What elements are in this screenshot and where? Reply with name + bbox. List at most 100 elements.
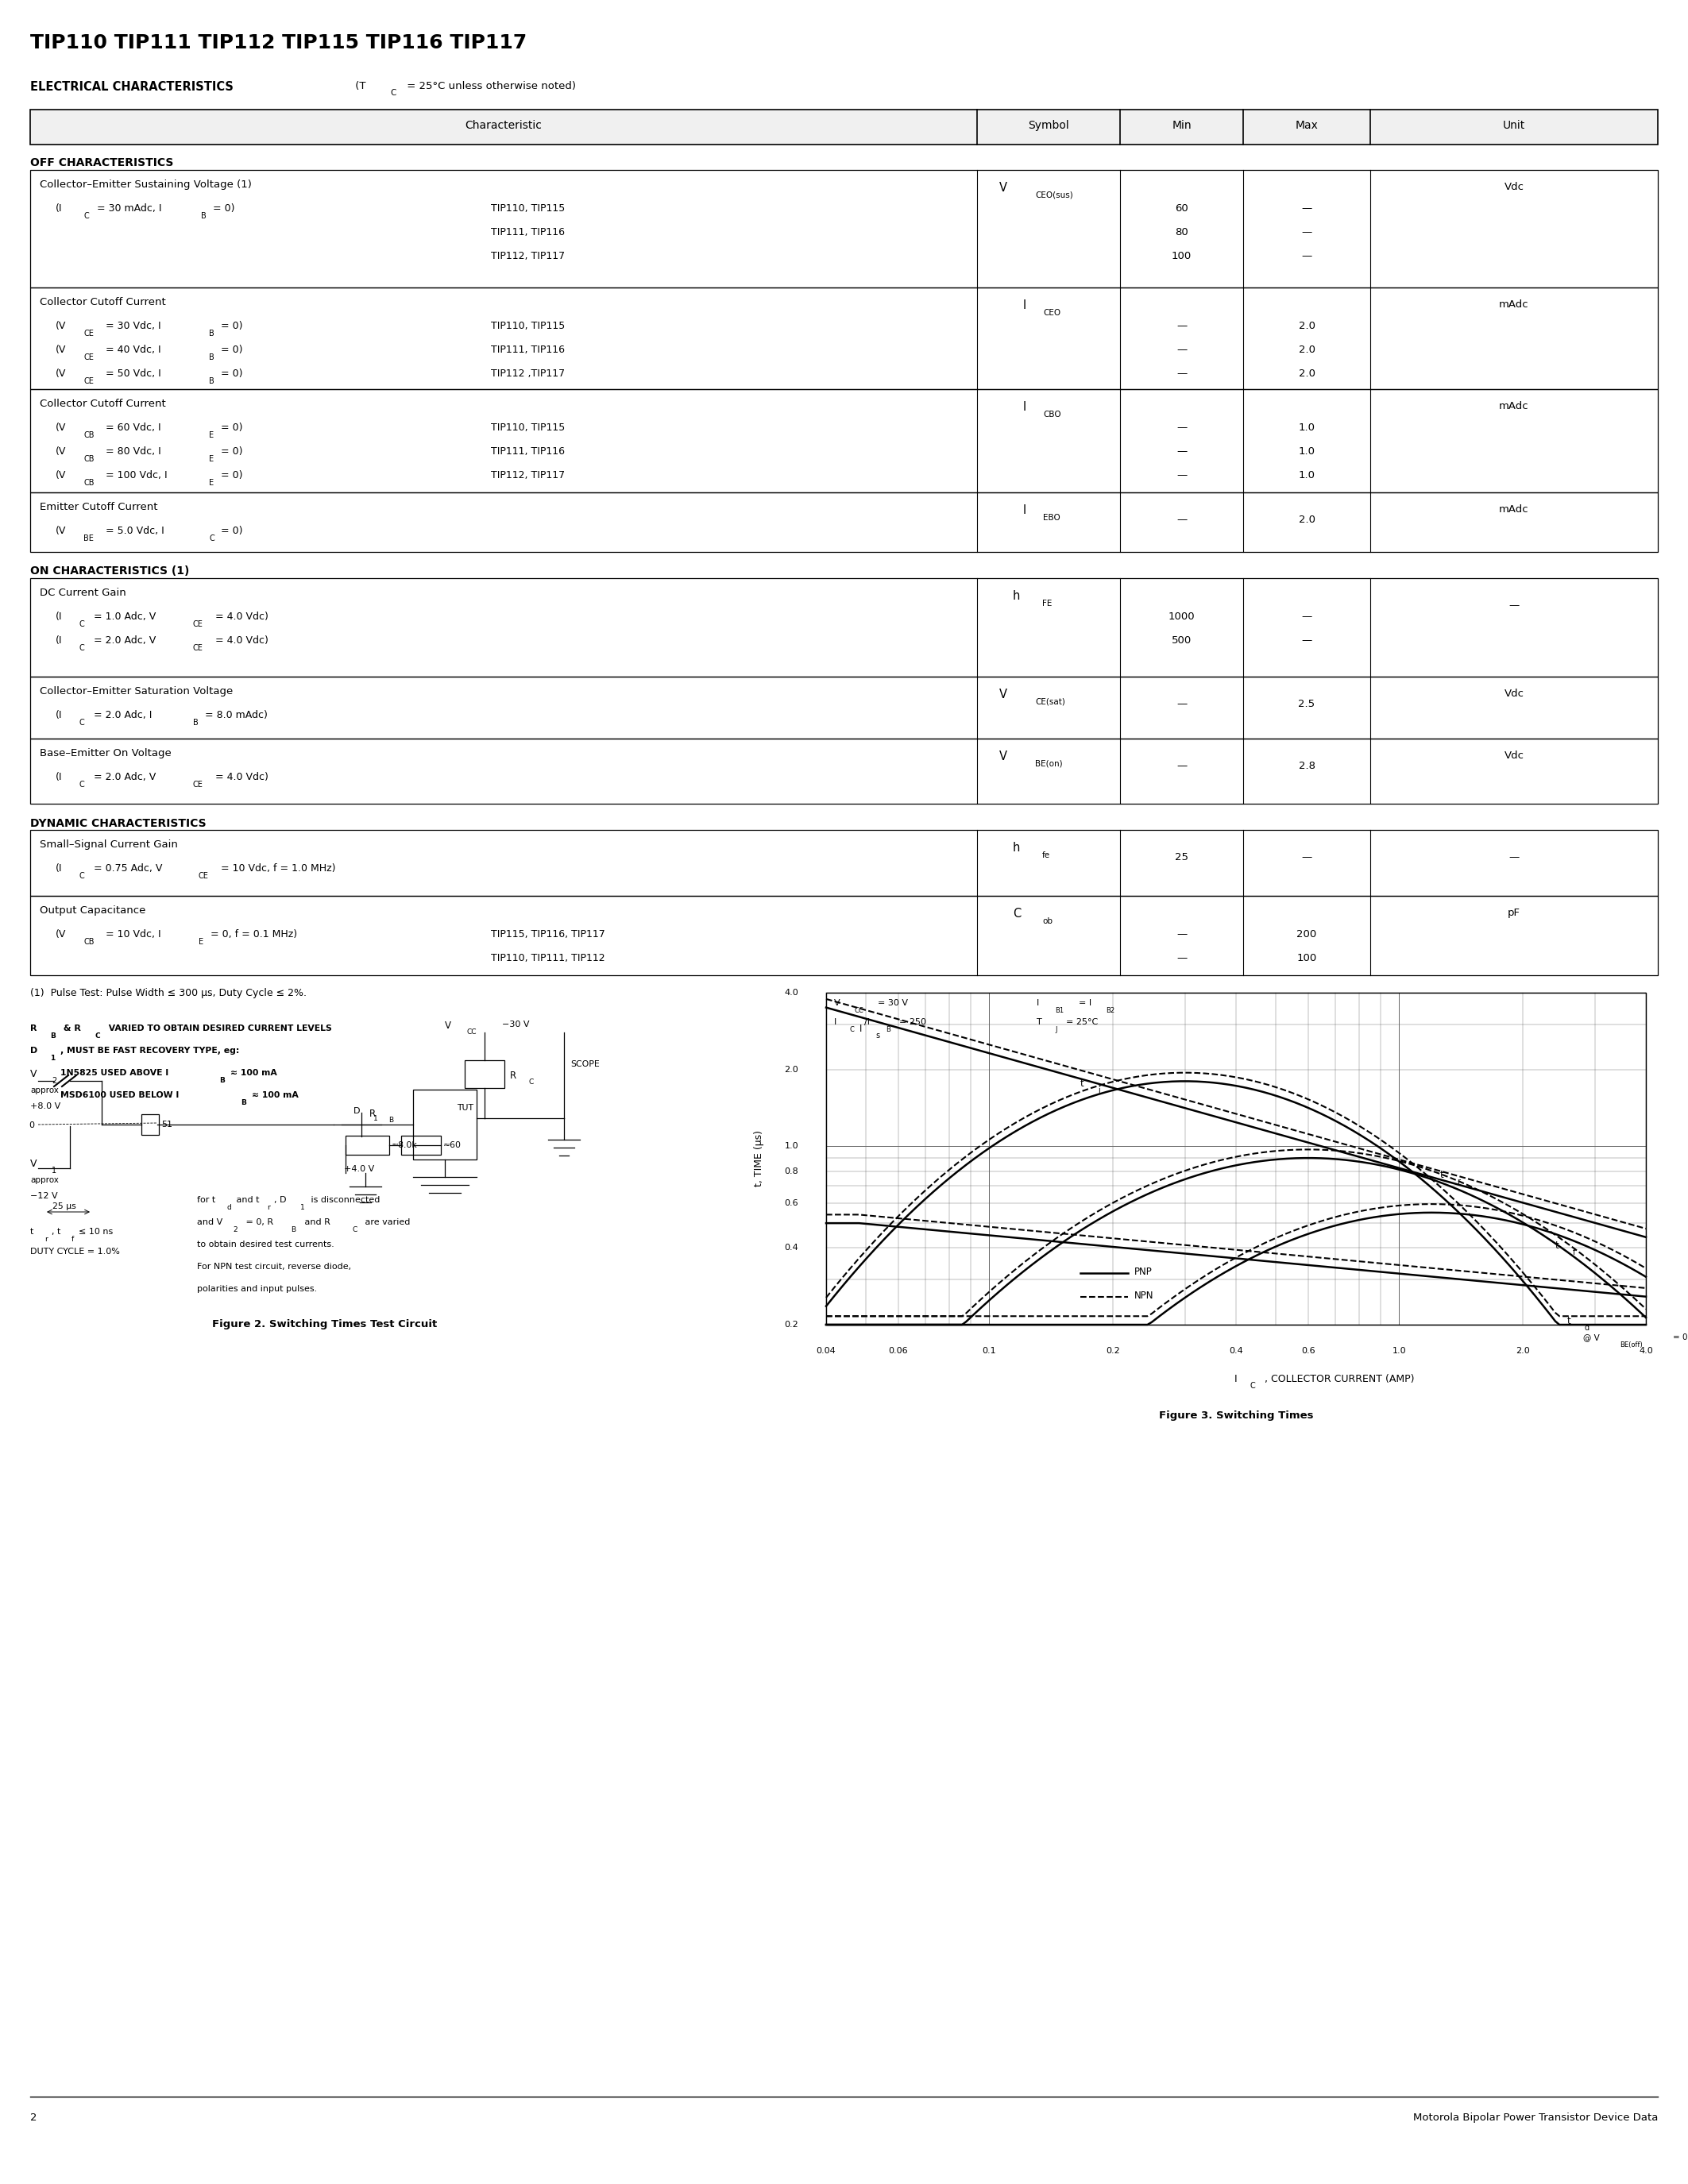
Text: —: — [1177,760,1187,771]
Text: Small–Signal Current Gain: Small–Signal Current Gain [41,839,177,850]
Text: Unit: Unit [1502,120,1526,131]
Text: Motorola Bipolar Power Transistor Device Data: Motorola Bipolar Power Transistor Device… [1413,2112,1658,2123]
Text: E: E [209,478,214,487]
Text: (V: (V [56,345,66,356]
Text: t: t [1080,1079,1084,1090]
Text: J: J [1055,1026,1057,1033]
Text: CC: CC [854,1007,863,1013]
Text: 2.0: 2.0 [1298,369,1315,378]
Text: (I: (I [56,863,62,874]
Text: 200: 200 [1296,928,1317,939]
Text: T: T [1036,1018,1041,1026]
Text: is disconnected: is disconnected [309,1197,380,1203]
Text: B: B [192,719,199,727]
Text: —: — [1509,601,1519,612]
Text: OFF CHARACTERISTICS: OFF CHARACTERISTICS [30,157,174,168]
Text: E: E [209,430,214,439]
Text: = 25°C: = 25°C [1067,1018,1097,1026]
Text: t, TIME (μs): t, TIME (μs) [753,1131,763,1186]
Text: 1.0: 1.0 [1298,422,1315,432]
Text: B: B [209,354,214,360]
Text: t: t [1440,1171,1443,1179]
Text: 0.4: 0.4 [1229,1348,1242,1354]
Text: = 4.0 Vdc): = 4.0 Vdc) [216,612,268,622]
Text: MSD6100 USED BELOW I: MSD6100 USED BELOW I [61,1092,179,1099]
Text: (1)  Pulse Test: Pulse Width ≤ 300 μs, Duty Cycle ≤ 2%.: (1) Pulse Test: Pulse Width ≤ 300 μs, Du… [30,987,307,998]
Bar [30,170,1658,288]
Text: = 0): = 0) [221,422,243,432]
Text: ≈60: ≈60 [444,1142,461,1149]
Text: SCOPE: SCOPE [571,1059,599,1068]
Text: —: — [1177,369,1187,378]
Text: —: — [1177,470,1187,480]
Text: C: C [79,644,84,653]
Text: Collector Cutoff Current: Collector Cutoff Current [41,297,165,308]
Text: Figure 3. Switching Times: Figure 3. Switching Times [1158,1411,1313,1422]
Text: C: C [79,620,84,629]
Text: 0.6: 0.6 [1301,1348,1315,1354]
Text: D: D [353,1107,360,1116]
Text: I: I [1234,1374,1237,1385]
Text: (V: (V [56,470,66,480]
Text: = 80 Vdc, I: = 80 Vdc, I [106,446,160,456]
Text: = 0, R: = 0, R [243,1219,273,1225]
Text: B: B [209,378,214,384]
Text: CC: CC [468,1029,478,1035]
Text: DYNAMIC CHARACTERISTICS: DYNAMIC CHARACTERISTICS [30,819,206,830]
Text: f: f [71,1236,74,1243]
Text: = 100 Vdc, I: = 100 Vdc, I [106,470,167,480]
Text: 1.0: 1.0 [1298,470,1315,480]
Text: V: V [999,751,1008,762]
Text: r: r [267,1203,270,1212]
Text: B: B [219,1077,225,1083]
Text: = 2.0 Adc, V: = 2.0 Adc, V [95,771,155,782]
Text: = 30 mAdc, I: = 30 mAdc, I [96,203,162,214]
Text: NPN: NPN [1134,1291,1155,1302]
Text: C: C [83,212,89,221]
Text: r: r [1457,1177,1460,1186]
Text: = 10 Vdc, f = 1.0 MHz): = 10 Vdc, f = 1.0 MHz) [221,863,336,874]
Text: and t: and t [233,1197,260,1203]
Text: TIP112, TIP117: TIP112, TIP117 [491,470,565,480]
Text: TIP110 TIP111 TIP112 TIP115 TIP116 TIP117: TIP110 TIP111 TIP112 TIP115 TIP116 TIP11… [30,33,527,52]
Text: (I: (I [56,203,62,214]
Text: CB: CB [83,454,95,463]
Text: 2.0: 2.0 [1298,345,1315,356]
Text: FE: FE [1041,601,1052,607]
Text: BE(off): BE(off) [1620,1341,1642,1348]
Text: ELECTRICAL CHARACTERISTICS: ELECTRICAL CHARACTERISTICS [30,81,233,94]
Text: 100: 100 [1296,952,1317,963]
Text: = I: = I [1079,998,1092,1007]
Bar [30,491,1658,553]
Text: −12 V: −12 V [30,1192,57,1199]
Text: Collector–Emitter Saturation Voltage: Collector–Emitter Saturation Voltage [41,686,233,697]
Text: I: I [1023,505,1026,515]
Text: —: — [1177,952,1187,963]
Text: 2: 2 [52,1077,57,1085]
Text: I: I [1036,998,1040,1007]
Text: 2.0: 2.0 [1298,515,1315,524]
Text: B: B [201,212,206,221]
Text: C: C [851,1026,854,1033]
Text: CE: CE [192,780,203,788]
Text: d: d [1585,1324,1588,1332]
Text: Vdc: Vdc [1504,181,1524,192]
Text: polarities and input pulses.: polarities and input pulses. [197,1284,317,1293]
Text: —: — [1177,345,1187,356]
Text: 2: 2 [233,1225,238,1234]
Text: h: h [1013,841,1020,854]
Text: 1.0: 1.0 [1393,1348,1406,1354]
Text: = 40 Vdc, I: = 40 Vdc, I [106,345,160,356]
Text: —: — [1301,251,1312,262]
Text: TIP110, TIP115: TIP110, TIP115 [491,321,565,332]
Text: (V: (V [56,928,66,939]
Text: d: d [226,1203,231,1212]
Text: Vdc: Vdc [1504,751,1524,760]
Text: = 2.0 Adc, I: = 2.0 Adc, I [95,710,152,721]
Text: = 10 Vdc, I: = 10 Vdc, I [106,928,160,939]
Text: 100: 100 [1171,251,1192,262]
Text: = 4.0 Vdc): = 4.0 Vdc) [216,636,268,646]
Text: pF: pF [1507,909,1521,917]
Text: For NPN test circuit, reverse diode,: For NPN test circuit, reverse diode, [197,1262,351,1271]
Bar [402,1136,441,1155]
